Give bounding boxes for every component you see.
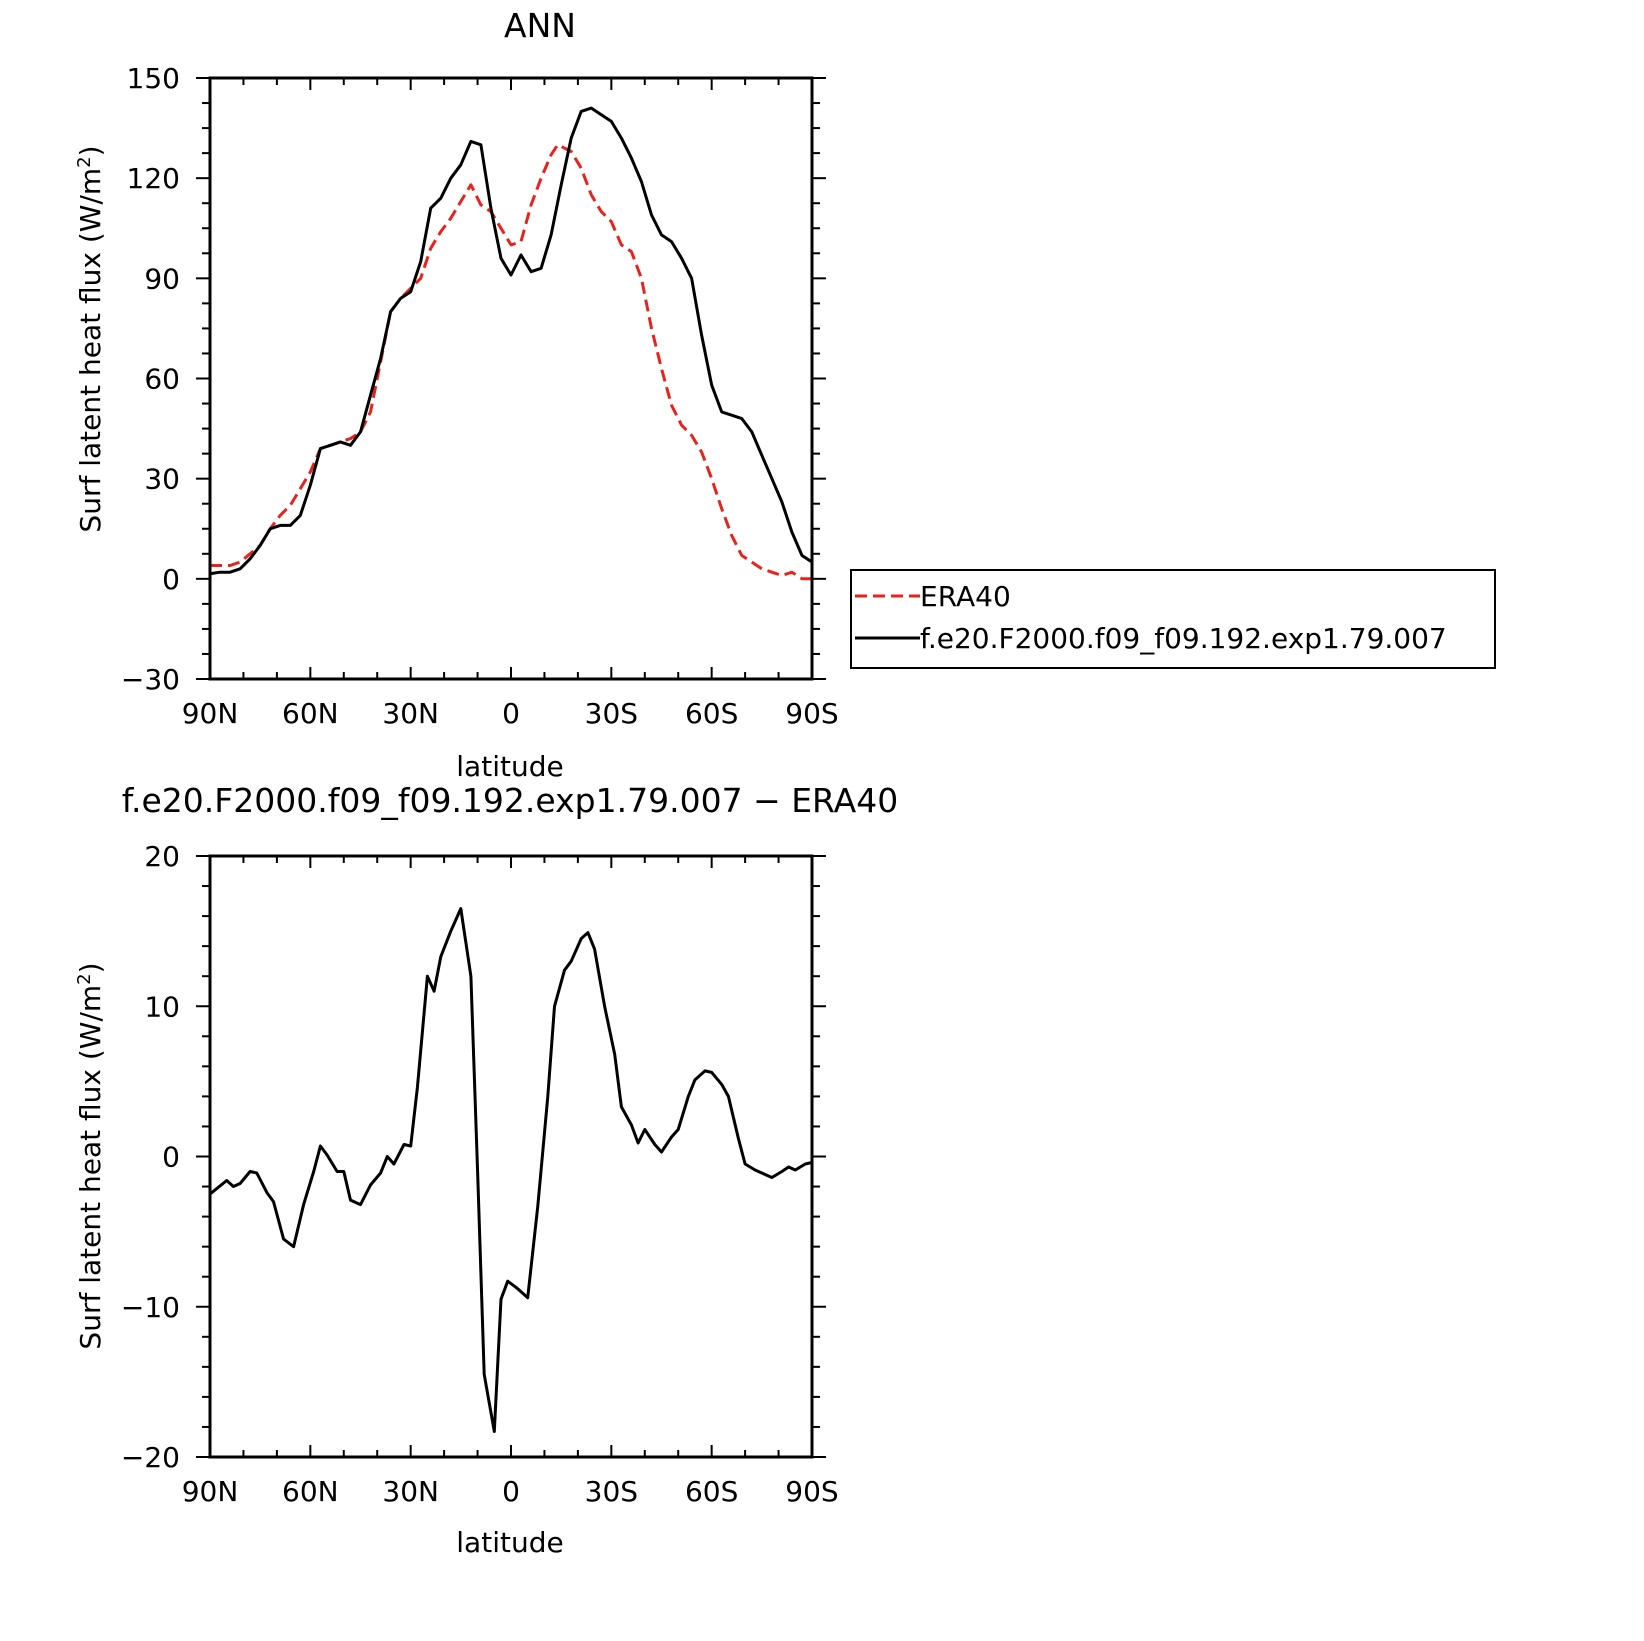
top-y-tick-label: 90	[144, 262, 180, 295]
bottom-y-tick-label: 20	[144, 840, 180, 873]
bottom-y-tick-label: 10	[144, 990, 180, 1023]
legend: ERA40 f.e20.F2000.f09_f09.192.exp1.79.00…	[850, 569, 1496, 669]
bottom-y-axis-label: Surf latent heat flux (W/m2)	[74, 962, 108, 1349]
bottom-x-tick-label: 60S	[685, 1475, 738, 1508]
legend-label-era40: ERA40	[920, 580, 1011, 613]
top-y-tick-label: 120	[127, 162, 180, 195]
bottom-y-axis-label-close: )	[74, 962, 107, 973]
top-x-tick-label: 30S	[585, 697, 638, 730]
bottom-y-tick-label: 0	[162, 1141, 180, 1174]
top-y-axis-label-sup: 2	[74, 156, 95, 167]
bottom-x-tick-label: 0	[502, 1475, 520, 1508]
top-x-tick-label: 90N	[182, 697, 239, 730]
top-x-tick-label: 0	[502, 697, 520, 730]
bottom-x-axis-label: latitude	[456, 1526, 563, 1559]
top-x-tick-label: 60N	[282, 697, 339, 730]
top-panel: ANN latitude Surf latent heat flux (W/m2…	[74, 6, 839, 783]
bottom-x-tick-label: 60N	[282, 1475, 339, 1508]
bottom-y-tick-label: −10	[121, 1291, 180, 1324]
bottom-y-axis-label-sup: 2	[74, 973, 95, 984]
legend-label-model: f.e20.F2000.f09_f09.192.exp1.79.007	[920, 622, 1447, 655]
top-y-axis-label: Surf latent heat flux (W/m2)	[74, 145, 108, 532]
bottom-y-tick-label: −20	[121, 1441, 180, 1474]
top-y-tick-label: 0	[162, 563, 180, 596]
top-x-tick-label: 60S	[685, 697, 738, 730]
bottom-series-line-difference	[210, 907, 812, 1433]
top-x-tick-label: 90S	[785, 697, 838, 730]
top-plot-frame	[208, 76, 814, 681]
legend-box	[850, 569, 1496, 669]
top-plot-area	[210, 106, 812, 581]
bottom-x-tick-label: 30S	[585, 1475, 638, 1508]
bottom-x-tick-label: 30N	[382, 1475, 439, 1508]
top-x-tick-label: 30N	[382, 697, 439, 730]
bottom-chart-title: f.e20.F2000.f09_f09.192.exp1.79.007 − ER…	[122, 781, 898, 820]
top-x-axis-label: latitude	[456, 750, 563, 783]
top-y-tick-label: 150	[127, 62, 180, 95]
top-y-axis-label-text: Surf latent heat flux (W/m	[74, 168, 107, 533]
bottom-panel: f.e20.F2000.f09_f09.192.exp1.79.007 − ER…	[74, 781, 899, 1559]
top-y-axis-label-close: )	[74, 145, 107, 156]
top-y-tick-label: 60	[144, 363, 180, 396]
top-chart-title: ANN	[504, 6, 576, 45]
top-series-line-era40	[210, 143, 812, 581]
top-y-tick-label: 30	[144, 463, 180, 496]
top-series-line-f-e20-f2000-f09-f09-192-exp1-79-007	[210, 106, 812, 576]
bottom-x-tick-label: 90N	[182, 1475, 239, 1508]
top-y-tick-label: −30	[121, 663, 180, 696]
bottom-plot-area	[210, 907, 812, 1433]
bottom-plot-frame	[208, 854, 814, 1459]
bottom-x-tick-label: 90S	[785, 1475, 838, 1508]
bottom-y-axis-label-text: Surf latent heat flux (W/m	[74, 985, 107, 1350]
